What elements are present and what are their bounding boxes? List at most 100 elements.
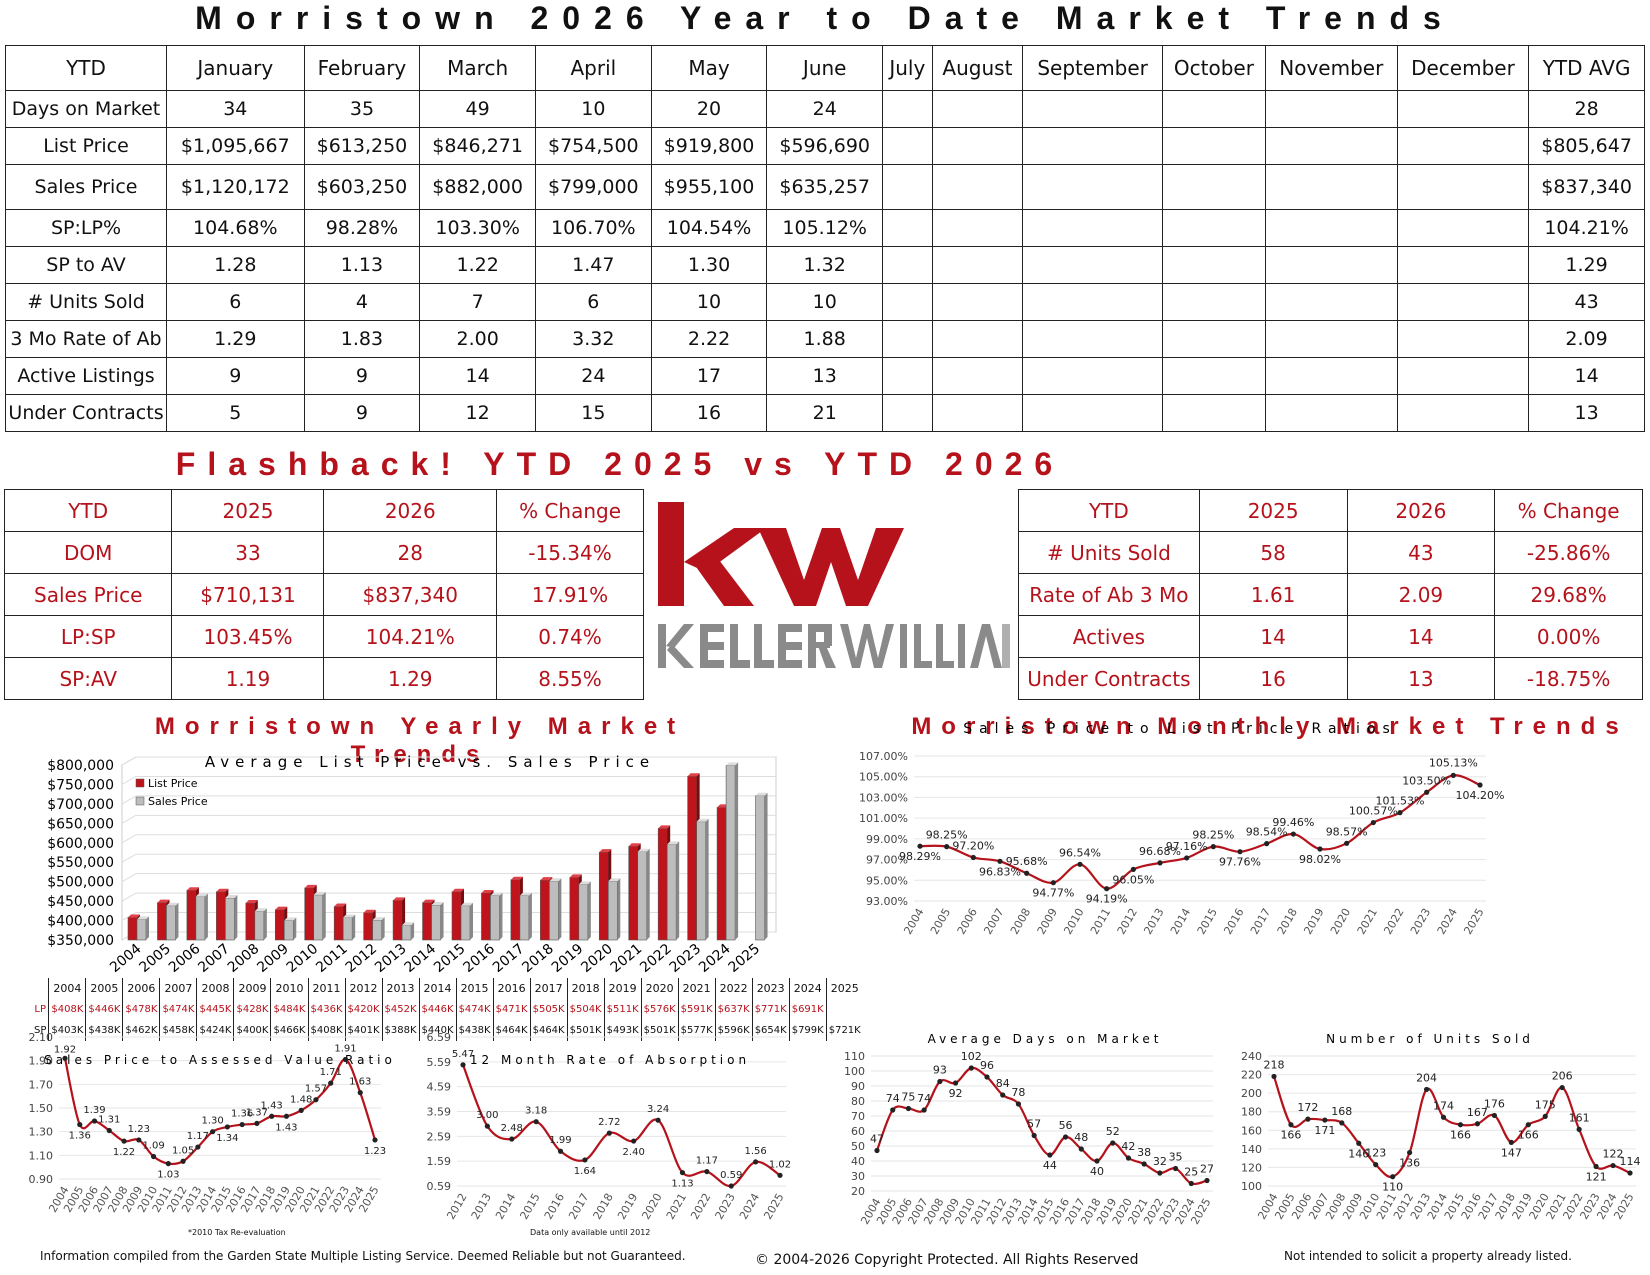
footer-copyright: © 2004-2026 Copyright Protected. All Rig… — [755, 1252, 1139, 1268]
data-label: 2.72 — [598, 1117, 620, 1128]
table-cell: 3.32 — [534, 320, 652, 358]
table-cell: 24 — [534, 357, 652, 395]
data-label: 27 — [1200, 1163, 1214, 1176]
table-cell — [931, 320, 1024, 358]
data-label: 96 — [980, 1059, 994, 1072]
lp-cell: $576K — [640, 999, 679, 1020]
data-label: 1.57 — [305, 1084, 327, 1095]
y-tick-label: 80 — [851, 1095, 865, 1108]
table-row: Under Contracts 16 13 -18.75% — [1018, 657, 1643, 700]
table-cell: 6 — [534, 283, 652, 321]
series-line — [875, 1066, 1208, 1186]
data-point — [1627, 1170, 1633, 1176]
keller-williams-logo — [658, 502, 1010, 668]
bar — [313, 891, 326, 941]
sp-cell: $438K — [455, 1020, 494, 1041]
data-label: 167 — [1467, 1106, 1488, 1119]
data-label: 3.00 — [476, 1110, 498, 1121]
bar — [460, 902, 473, 941]
x-tick-label: 2009 — [1035, 906, 1060, 937]
series-line — [1272, 1076, 1631, 1179]
y-tick-label: 103.00% — [859, 791, 908, 804]
data-point — [1339, 1120, 1345, 1126]
sp-cell: $403K — [48, 1020, 86, 1041]
y-tick-label: $500,000 — [47, 875, 114, 891]
table-cell: 2.09 — [1346, 573, 1496, 616]
table-cell — [1396, 320, 1530, 358]
data-label: 93 — [933, 1064, 947, 1077]
footer-right: Not intended to solicit a property alrea… — [1284, 1249, 1572, 1263]
data-point — [1047, 1152, 1053, 1158]
chart-title: Average Days on Market — [928, 1032, 1163, 1046]
data-label: 122 — [1603, 1148, 1624, 1161]
table-cell: 104.21% — [1528, 209, 1645, 247]
data-label: 1.17 — [696, 1156, 718, 1167]
x-tick-label: 2013 — [1141, 906, 1166, 937]
row-label: # Units Sold — [5, 283, 167, 321]
bar — [195, 893, 208, 941]
data-label: 44 — [1043, 1159, 1057, 1172]
data-label: 38 — [1137, 1146, 1151, 1159]
sp-cell: $799K — [788, 1020, 827, 1041]
year-header: 2022 — [714, 978, 753, 999]
data-point — [1397, 810, 1403, 816]
data-point — [136, 1137, 142, 1143]
lp-cell: $511K — [603, 999, 642, 1020]
data-point — [582, 1157, 588, 1163]
table-cell — [1022, 283, 1163, 321]
data-label: 1.17 — [187, 1131, 209, 1142]
data-point — [753, 1159, 759, 1165]
data-point — [150, 1153, 157, 1160]
absorption-note: Data only available until 2012 — [530, 1228, 651, 1237]
table-cell — [882, 394, 933, 432]
column-header: 2025 — [1198, 489, 1348, 532]
data-point — [944, 844, 950, 850]
data-point — [1104, 886, 1110, 892]
data-point — [1423, 1086, 1430, 1093]
table-cell: 16 — [1198, 657, 1348, 700]
data-point — [1457, 1122, 1464, 1128]
y-tick-label: 93.00% — [866, 895, 908, 908]
data-label: 101.53% — [1376, 795, 1425, 808]
data-label: 47 — [870, 1133, 884, 1146]
table-cell: 12 — [419, 394, 536, 432]
data-point — [357, 1090, 363, 1096]
data-point — [1157, 1170, 1163, 1176]
table-cell: $882,000 — [419, 164, 536, 210]
sp-cell: $438K — [85, 1020, 123, 1041]
table-cell: 105.12% — [766, 209, 884, 247]
table-cell: 104.21% — [323, 615, 498, 658]
column-header: August — [931, 45, 1024, 91]
table-cell — [882, 90, 933, 128]
table-cell — [1022, 90, 1163, 128]
data-label: 1.09 — [142, 1141, 164, 1152]
data-point — [1525, 1122, 1531, 1128]
y-tick-label: 1.59 — [427, 1155, 452, 1168]
table-row: SP to AV 1.28 1.13 1.22 1.47 1.30 1.32 1.29 — [5, 246, 1645, 284]
data-point — [1264, 841, 1270, 847]
chart-title: Sales Price to Assessed Value Ratio — [44, 1053, 396, 1067]
table-cell: 43 — [1346, 531, 1496, 574]
data-label: 57 — [1027, 1118, 1041, 1131]
bar — [136, 916, 149, 941]
legend-swatch — [135, 778, 145, 788]
table-cell — [931, 209, 1024, 247]
table-cell: 14 — [419, 357, 536, 395]
bar — [372, 917, 385, 941]
data-label: 1.23 — [364, 1146, 386, 1157]
table-cell: 8.55% — [496, 657, 644, 700]
data-point — [921, 1107, 927, 1113]
data-point — [239, 1121, 245, 1128]
table-cell: 34 — [166, 90, 305, 128]
x-tick-label: 2013 — [372, 941, 410, 976]
table-cell: 13 — [1528, 394, 1645, 432]
series-line — [63, 1058, 377, 1166]
table-cell: 1.88 — [766, 320, 884, 358]
row-label: SP:LP% — [5, 209, 167, 247]
kw-mark-icon — [658, 502, 904, 606]
x-tick-label: 2021 — [608, 941, 646, 976]
data-point — [1424, 789, 1430, 795]
table-cell: 1.28 — [166, 246, 305, 284]
x-tick-label: 2025 — [1461, 906, 1486, 937]
year-header: 2015 — [455, 978, 494, 999]
